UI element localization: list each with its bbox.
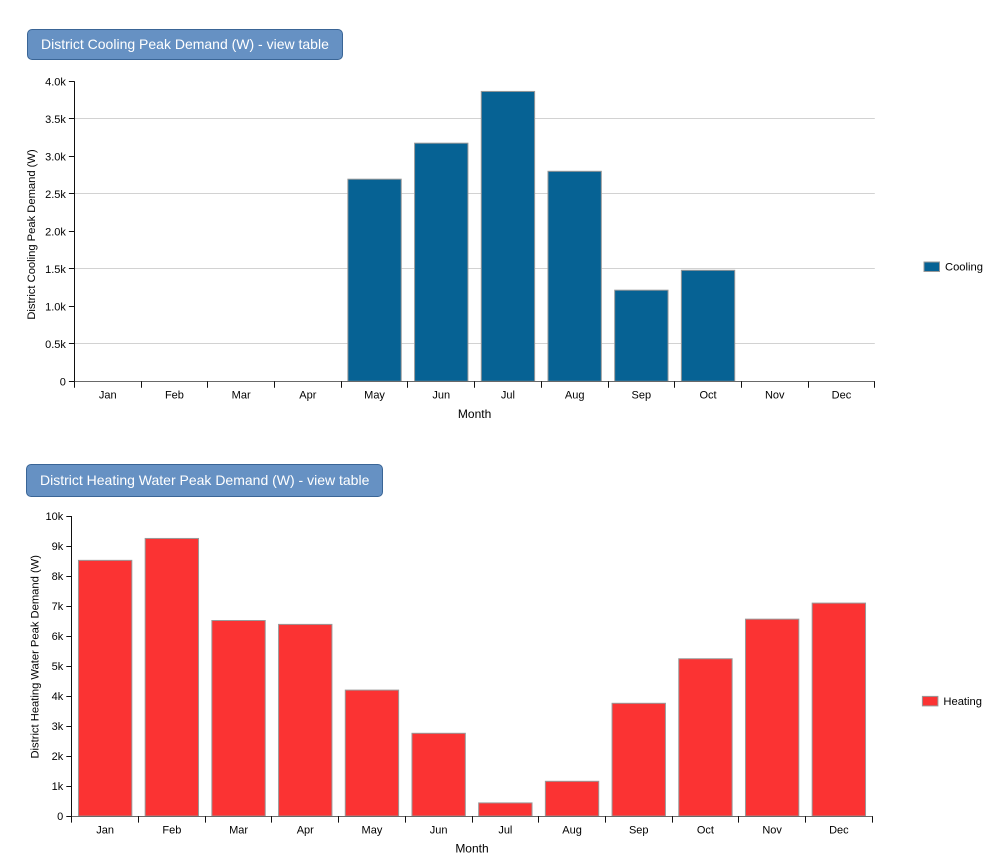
svg-text:Mar: Mar	[229, 825, 248, 837]
svg-text:Jun: Jun	[430, 825, 448, 837]
svg-text:4.0k: 4.0k	[45, 76, 66, 88]
svg-text:6k: 6k	[52, 631, 64, 643]
svg-text:2.0k: 2.0k	[45, 226, 66, 238]
svg-text:Apr: Apr	[299, 390, 316, 402]
svg-text:0: 0	[57, 811, 63, 823]
svg-text:1k: 1k	[52, 781, 64, 793]
svg-text:Jan: Jan	[99, 390, 117, 402]
svg-text:Jul: Jul	[498, 825, 512, 837]
svg-text:Mar: Mar	[232, 390, 251, 402]
svg-text:Heating: Heating	[943, 696, 982, 708]
svg-text:3.0k: 3.0k	[45, 151, 66, 163]
svg-text:May: May	[364, 390, 385, 402]
svg-text:May: May	[362, 825, 383, 837]
svg-text:8k: 8k	[52, 571, 64, 583]
svg-text:5k: 5k	[52, 661, 64, 673]
svg-text:Nov: Nov	[762, 825, 782, 837]
svg-text:Aug: Aug	[565, 390, 585, 402]
svg-text:0.5k: 0.5k	[45, 339, 66, 351]
svg-text:Dec: Dec	[832, 390, 852, 402]
svg-text:3.5k: 3.5k	[45, 114, 66, 126]
svg-text:1.0k: 1.0k	[45, 301, 66, 313]
svg-text:9k: 9k	[52, 541, 64, 553]
svg-text:3k: 3k	[52, 721, 64, 733]
svg-text:7k: 7k	[52, 601, 64, 613]
svg-text:District Cooling Peak Demand (: District Cooling Peak Demand (W)	[26, 149, 38, 320]
svg-text:2k: 2k	[52, 751, 64, 763]
svg-text:Month: Month	[455, 842, 488, 856]
svg-text:0: 0	[60, 376, 66, 388]
svg-text:2.5k: 2.5k	[45, 189, 66, 201]
svg-text:Oct: Oct	[697, 825, 714, 837]
svg-text:1.5k: 1.5k	[45, 264, 66, 276]
svg-text:Aug: Aug	[562, 825, 582, 837]
svg-text:4k: 4k	[52, 691, 64, 703]
svg-text:Cooling: Cooling	[945, 262, 983, 274]
svg-text:Feb: Feb	[162, 825, 181, 837]
svg-text:Apr: Apr	[297, 825, 314, 837]
svg-text:Jul: Jul	[501, 390, 515, 402]
svg-text:Nov: Nov	[765, 390, 785, 402]
svg-text:Jun: Jun	[432, 390, 450, 402]
svg-text:Month: Month	[458, 407, 491, 421]
svg-text:Jan: Jan	[96, 825, 114, 837]
svg-text:10k: 10k	[46, 511, 64, 523]
svg-text:Sep: Sep	[632, 390, 652, 402]
svg-text:Dec: Dec	[829, 825, 849, 837]
svg-text:District Heating Water Peak De: District Heating Water Peak Demand (W)	[30, 555, 42, 759]
svg-text:Oct: Oct	[699, 390, 716, 402]
svg-text:Feb: Feb	[165, 390, 184, 402]
svg-text:Sep: Sep	[629, 825, 649, 837]
